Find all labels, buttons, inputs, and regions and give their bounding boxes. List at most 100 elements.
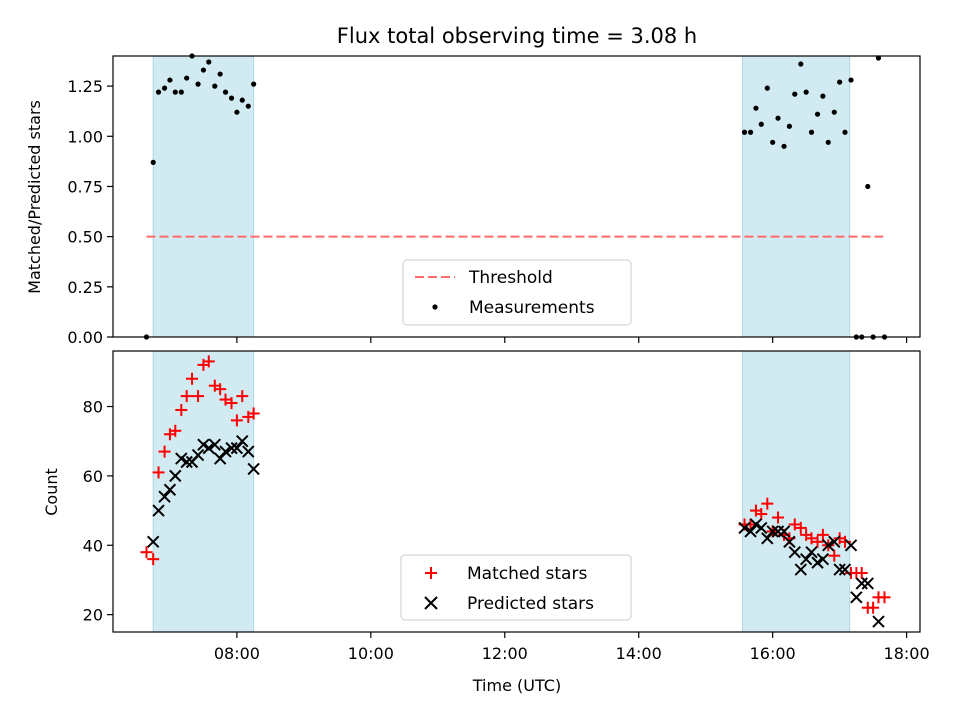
matched-stars-point	[152, 466, 165, 479]
matched-stars-point	[158, 445, 171, 458]
measurements-point	[875, 55, 882, 61]
measurements-point	[753, 105, 759, 111]
bottom-plot-frame	[112, 350, 921, 633]
predicted-stars-point	[783, 535, 796, 549]
measurements-point	[228, 95, 235, 101]
top-ytick-label: 0.50	[67, 228, 103, 247]
top-xticks	[236, 337, 908, 343]
measurements-point	[842, 129, 848, 135]
measurements-point	[251, 81, 257, 87]
predicted-stars-point	[777, 525, 791, 538]
matched-stars-point	[855, 567, 868, 580]
predicted-stars-point	[247, 462, 260, 476]
matched-stars-point	[788, 518, 801, 531]
predicted-stars-point	[766, 525, 779, 538]
bottom-xtick-label: 10:00	[348, 644, 394, 663]
matched-stars-point	[805, 532, 818, 545]
predicted-stars-point	[230, 441, 244, 455]
predicted-stars-point	[749, 518, 763, 531]
top-yticks: 0.00 0.25 0.50 0.75 1.00 1.25	[67, 77, 113, 347]
top-ytick-label: 1.25	[67, 77, 103, 96]
predicted-stars-point	[163, 483, 177, 496]
matched-stars-point	[140, 546, 153, 559]
measurements-point	[212, 83, 218, 89]
measurements-point	[781, 143, 787, 149]
matched-stars-point	[180, 390, 193, 403]
bottom-legend-box	[400, 554, 632, 621]
bottom-y-axis-label: Count	[42, 468, 61, 516]
predicted-stars-point	[152, 504, 165, 517]
matched-stars-point	[219, 393, 232, 406]
predicted-stars-point	[805, 546, 818, 559]
top-shaded-interval-1	[742, 55, 851, 338]
predicted-stars-legend-marker	[424, 596, 438, 610]
top-shaded-interval-0	[152, 55, 255, 338]
predicted-stars-point	[242, 445, 255, 458]
bottom-shaded-interval-1	[742, 350, 851, 633]
matched-stars-point	[755, 508, 768, 521]
bottom-yticks: 20 40 60 80	[83, 398, 113, 625]
measurements-point	[825, 139, 831, 145]
matched-stars-point	[230, 414, 243, 427]
measurements-point	[155, 89, 162, 95]
bottom-xtick-label: 18:00	[884, 644, 930, 663]
matched-stars-point	[186, 372, 199, 385]
top-points	[143, 53, 888, 340]
predicted-stars-point	[799, 552, 813, 566]
top-ytick-label: 0.00	[67, 328, 103, 347]
predicted-stars-point	[761, 532, 774, 545]
measurements-point	[792, 91, 798, 97]
top-plot-frame	[112, 55, 921, 338]
measurements-point	[150, 159, 156, 165]
measurements-point	[222, 89, 229, 95]
predicted-stars-point	[158, 490, 171, 503]
predicted-stars-point	[202, 441, 215, 455]
bottom-points	[140, 355, 891, 628]
measurements-point	[831, 109, 837, 115]
measurements-point	[865, 183, 871, 190]
matched-stars-point	[838, 535, 851, 548]
measurements-point	[814, 111, 821, 117]
predicted-stars-point	[822, 539, 835, 552]
matched-stars-point	[247, 407, 260, 420]
measurements-point	[741, 129, 748, 135]
matched-stars-legend-marker	[425, 567, 437, 579]
predicted-stars-point	[844, 539, 858, 552]
measurements-point	[848, 77, 854, 83]
bottom-ytick-label: 40	[83, 536, 103, 555]
predicted-stars-point	[146, 535, 160, 549]
predicted-stars-point	[850, 591, 863, 604]
predicted-stars-point	[180, 455, 193, 469]
measurements-point	[803, 89, 809, 95]
predicted-stars-point	[738, 521, 751, 535]
predicted-stars-point	[838, 563, 852, 576]
matched-stars-point	[828, 549, 841, 562]
measurements-point	[206, 59, 212, 65]
bottom-xtick-label: 12:00	[482, 644, 528, 663]
predicted-stars-point	[833, 563, 846, 576]
bottom-ytick-label: 80	[83, 398, 103, 417]
x-axis-label: Time (UTC)	[472, 676, 561, 695]
matched-stars-point	[772, 511, 785, 524]
matched-stars-point	[202, 355, 215, 368]
predicted-stars-point	[191, 448, 205, 462]
predicted-stars-point	[861, 577, 874, 590]
predicted-stars-point	[197, 438, 210, 451]
measurements-point	[217, 71, 223, 77]
predicted-stars-point	[788, 546, 801, 559]
measurements-point	[167, 77, 173, 83]
measurements-point	[770, 139, 776, 145]
measurements-point	[195, 81, 201, 87]
bottom-ytick-label: 60	[83, 467, 103, 486]
matched-stars-point	[878, 591, 891, 604]
top-y-axis-label: Matched/Predicted stars	[25, 100, 44, 294]
measurements-point	[808, 129, 815, 135]
measurements-point	[798, 61, 804, 67]
predicted-stars-point	[811, 556, 824, 569]
predicted-stars-point	[219, 445, 232, 458]
predicted-stars-point	[816, 552, 830, 566]
predicted-stars-point	[169, 469, 182, 483]
top-legend-box	[402, 259, 632, 326]
predicted-stars-point	[794, 563, 807, 576]
measurements-point	[245, 103, 251, 109]
